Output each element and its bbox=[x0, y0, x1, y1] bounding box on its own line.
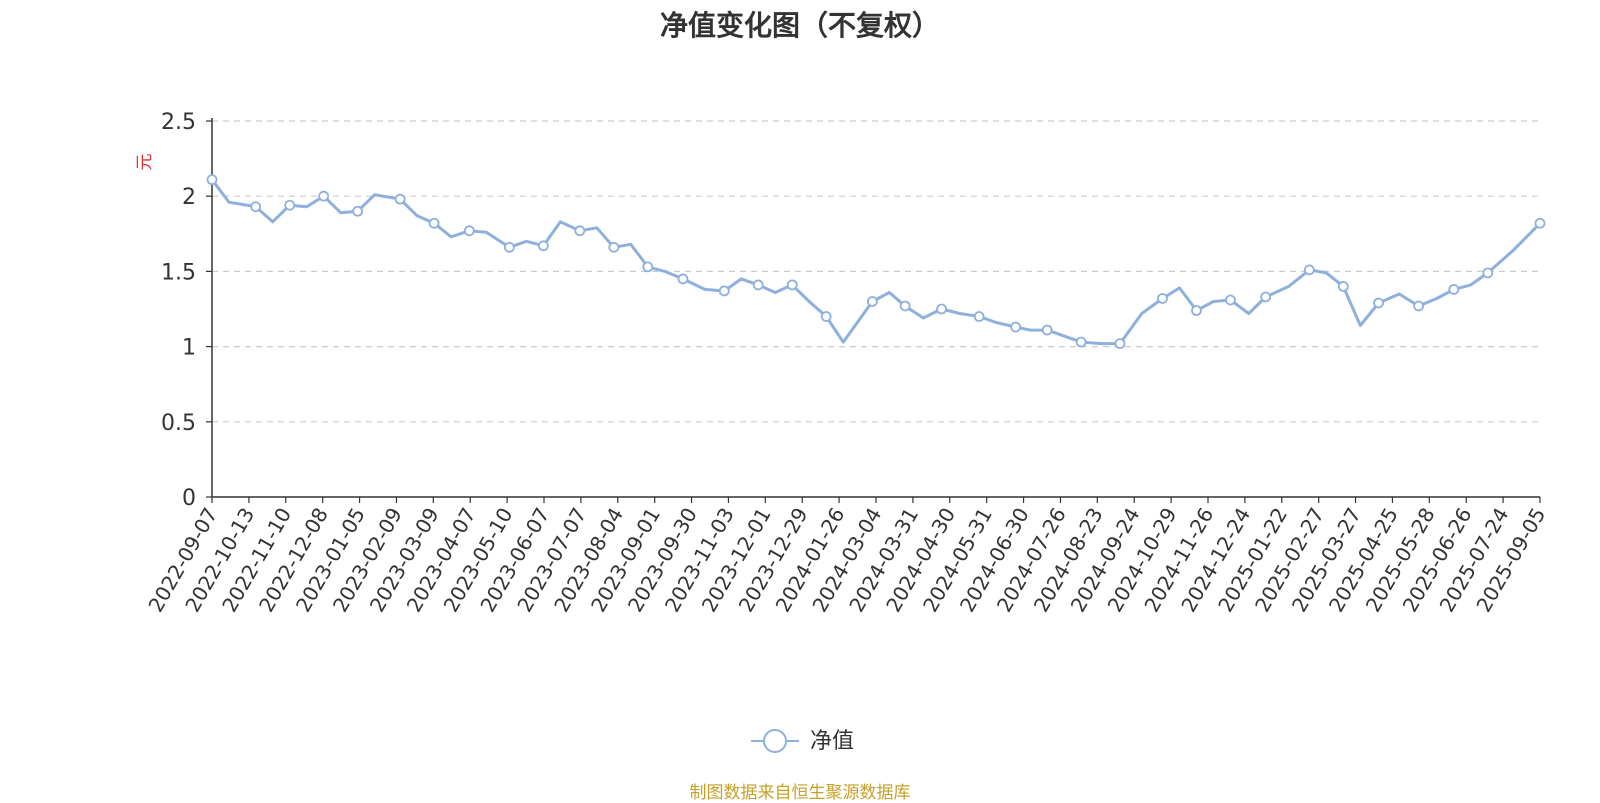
y-tick-label: 2 bbox=[182, 185, 196, 210]
data-point bbox=[574, 225, 586, 237]
data-point bbox=[352, 205, 364, 217]
data-point bbox=[318, 190, 330, 202]
data-point bbox=[1303, 264, 1315, 276]
data-point bbox=[936, 303, 947, 315]
data-point bbox=[537, 240, 549, 252]
data-point bbox=[463, 225, 475, 237]
data-point bbox=[206, 174, 218, 186]
data-point bbox=[250, 201, 262, 213]
x-axis-ticks: 2022-09-072022-10-132022-11-102022-12-08… bbox=[143, 497, 1550, 616]
data-point bbox=[1337, 281, 1349, 292]
y-tick-label: 0.5 bbox=[161, 411, 196, 436]
series-line bbox=[210, 178, 1542, 346]
axes bbox=[211, 118, 1540, 498]
data-point bbox=[1157, 293, 1168, 304]
y-tick-label: 1.5 bbox=[161, 260, 196, 285]
data-point bbox=[1534, 217, 1546, 229]
y-axis-ticks: 0 0.5 1 1.5 2 2.5 bbox=[161, 110, 212, 511]
data-point bbox=[1413, 300, 1425, 312]
data-point bbox=[1482, 267, 1494, 279]
data-point bbox=[1225, 294, 1236, 306]
legend-label: 净值 bbox=[810, 729, 854, 754]
data-point bbox=[284, 199, 296, 211]
data-point bbox=[428, 217, 440, 229]
legend[interactable]: 净值 bbox=[751, 729, 854, 754]
series-nav bbox=[206, 174, 1546, 349]
data-point bbox=[1075, 336, 1087, 348]
data-point bbox=[899, 300, 911, 312]
data-point bbox=[1191, 305, 1202, 316]
data-point bbox=[1114, 338, 1126, 349]
data-point bbox=[1041, 324, 1053, 336]
data-point bbox=[1260, 291, 1272, 303]
legend-marker-icon bbox=[763, 729, 787, 753]
data-point bbox=[718, 285, 730, 297]
data-point bbox=[677, 273, 689, 285]
data-point bbox=[866, 296, 878, 307]
data-point bbox=[786, 279, 798, 291]
data-point bbox=[394, 193, 406, 205]
data-point bbox=[1448, 284, 1460, 295]
chart-title: 净值变化图（不复权） bbox=[659, 9, 940, 42]
data-point bbox=[820, 311, 832, 322]
data-point bbox=[752, 279, 764, 291]
y-tick-label: 2.5 bbox=[161, 110, 196, 135]
data-point bbox=[1010, 321, 1021, 333]
data-point bbox=[1373, 297, 1384, 309]
data-point bbox=[504, 241, 515, 253]
data-point bbox=[973, 311, 985, 322]
data-source-note: 制图数据来自恒生聚源数据库 bbox=[689, 783, 911, 803]
y-tick-label: 0 bbox=[182, 486, 196, 511]
grid-lines bbox=[212, 120, 1540, 423]
y-axis-label: 元 bbox=[135, 154, 155, 171]
y-tick-label: 1 bbox=[182, 336, 196, 361]
data-point bbox=[642, 261, 654, 273]
data-point bbox=[608, 241, 620, 253]
